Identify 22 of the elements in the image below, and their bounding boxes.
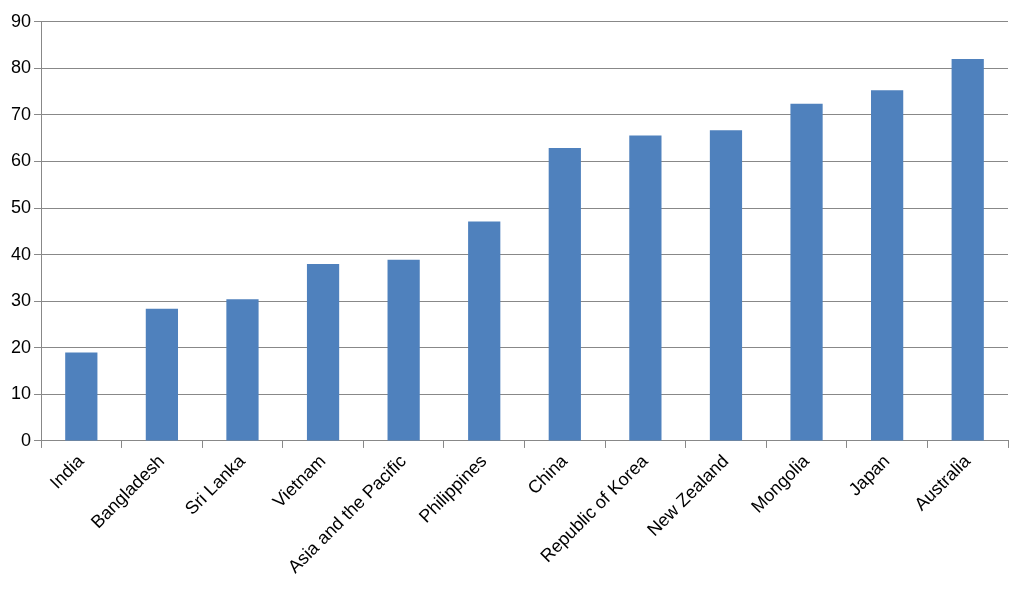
bar [629,135,662,441]
y-tick-label: 50 [10,197,32,218]
y-tick-label: 90 [10,10,32,31]
bar [548,148,581,441]
bar [468,221,501,441]
bar [709,130,743,441]
y-tick-label: 20 [10,336,32,357]
bar [145,308,179,441]
y-tick-label: 40 [10,243,32,264]
y-tick-label: 10 [10,383,32,404]
y-tick-label: 0 [21,429,32,450]
bar [387,259,420,441]
bar [951,59,984,441]
bar [226,299,259,441]
y-tick-label: 80 [10,57,32,78]
bar [306,263,340,441]
y-tick-label: 30 [10,290,32,311]
bar [65,352,98,441]
y-tick-label: 60 [10,150,32,171]
y-tick-label: 70 [10,103,32,124]
bar [790,103,823,441]
bar [871,90,904,441]
